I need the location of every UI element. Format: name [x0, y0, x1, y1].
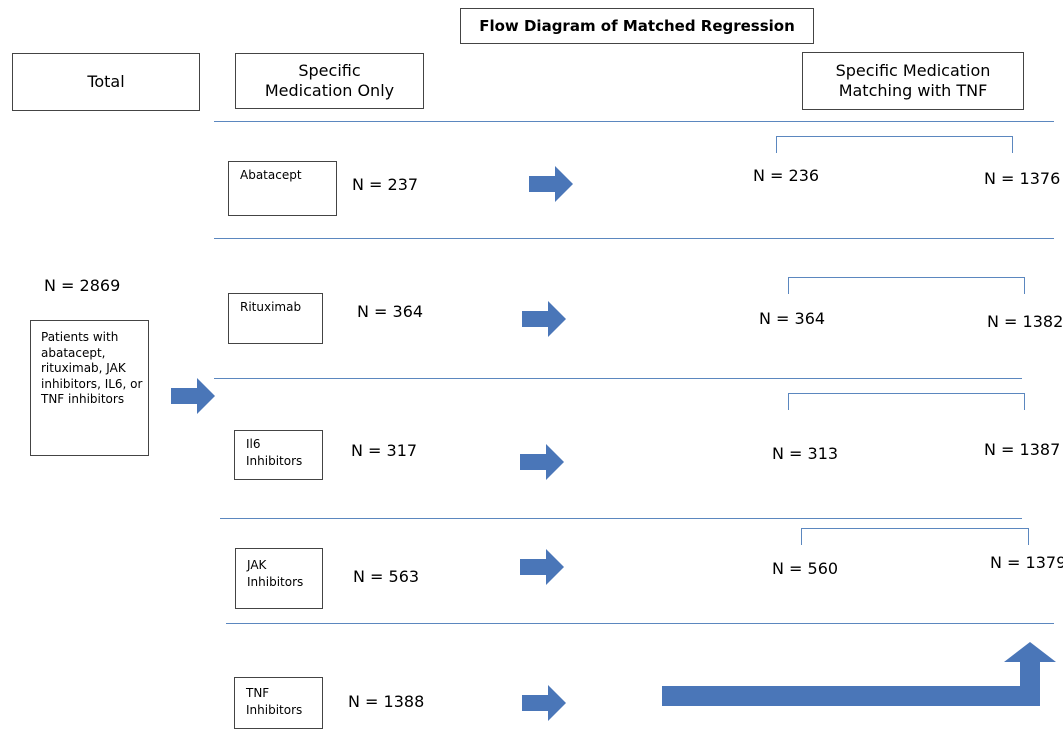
- arrow-tnf: [522, 685, 566, 721]
- tnf-to-matched-bent-arrow: [662, 642, 1056, 706]
- n-matched-jak: N = 560: [772, 559, 839, 578]
- n-only-tnf: N = 1388: [348, 692, 425, 711]
- separator-line: [214, 238, 1054, 239]
- diagram-title: Flow Diagram of Matched Regression: [460, 8, 814, 44]
- medication-box-il6-inhibitors: Il6 Inhibitors: [234, 430, 323, 480]
- n-tnf-il6: N = 1387: [984, 440, 1061, 459]
- n-matched-rituximab: N = 364: [759, 309, 826, 328]
- n-tnf-abatacept: N = 1376: [984, 169, 1061, 188]
- n-only-jak: N = 563: [353, 567, 420, 586]
- header-total: Total: [12, 53, 200, 111]
- header-specific-medication-matching-tnf: Specific Medication Matching with TNF: [802, 52, 1024, 110]
- match-bracket-jak: [801, 528, 1029, 545]
- match-bracket-rituximab: [788, 277, 1025, 294]
- separator-line: [214, 121, 1054, 122]
- n-matched-abatacept: N = 236: [753, 166, 820, 185]
- medication-box-abatacept: Abatacept: [228, 161, 337, 216]
- separator-line: [214, 378, 1022, 379]
- medication-box-rituximab: Rituximab: [228, 293, 323, 344]
- match-bracket-il6: [788, 393, 1025, 410]
- separator-line: [226, 623, 1054, 624]
- total-n: N = 2869: [44, 276, 121, 295]
- arrow-il6: [520, 444, 564, 480]
- n-matched-il6: N = 313: [772, 444, 839, 463]
- header-specific-medication-only: Specific Medication Only: [235, 53, 424, 109]
- total-description-box: Patients with abatacept, rituximab, JAK …: [30, 320, 149, 456]
- n-only-il6: N = 317: [351, 441, 418, 460]
- medication-box-jak-inhibitors: JAK Inhibitors: [235, 548, 323, 609]
- arrow-jak: [520, 549, 564, 585]
- arrow-abatacept: [529, 166, 573, 202]
- n-only-abatacept: N = 237: [352, 175, 419, 194]
- n-only-rituximab: N = 364: [357, 302, 424, 321]
- match-bracket-abatacept: [776, 136, 1013, 153]
- separator-line: [220, 518, 1022, 519]
- n-tnf-jak: N = 1379: [990, 553, 1063, 572]
- n-tnf-rituximab: N = 1382: [987, 312, 1063, 331]
- total-to-medication-arrow: [171, 378, 215, 414]
- arrow-rituximab: [522, 301, 566, 337]
- medication-box-tnf-inhibitors: TNF Inhibitors: [234, 677, 323, 729]
